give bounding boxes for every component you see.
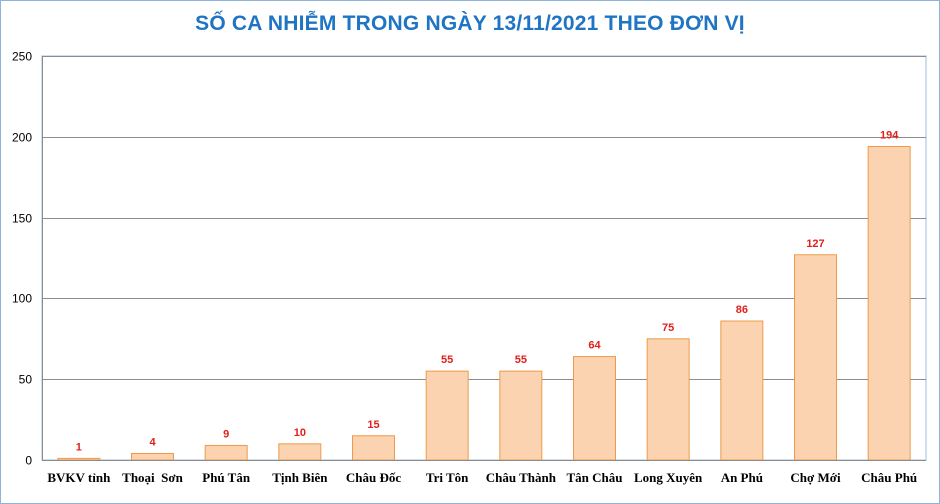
data-label: 194 (880, 129, 899, 141)
x-tick-label: Chợ Mới (790, 470, 841, 485)
y-tick-label: 100 (12, 292, 32, 306)
data-label: 64 (588, 340, 601, 352)
bar (131, 453, 174, 461)
bar (794, 254, 837, 461)
bar (278, 443, 322, 461)
x-tick-label: Tịnh Biên (272, 470, 328, 485)
plot-area-border (41, 55, 927, 461)
y-tick-label: 250 (12, 50, 32, 64)
x-tick-label: An Phú (721, 470, 763, 485)
x-tick-label: Phú Tân (202, 470, 251, 485)
bar (425, 370, 469, 461)
data-label: 55 (441, 354, 453, 366)
data-label: 15 (367, 419, 379, 431)
x-tick-label: Châu Đốc (346, 470, 401, 485)
chart-title: SỐ CA NHIỄM TRONG NGÀY 13/11/2021 THEO Đ… (195, 12, 745, 35)
data-label: 1 (76, 441, 82, 453)
data-label: 75 (662, 322, 674, 334)
y-tick-label: 50 (19, 373, 33, 387)
grid-lines (41, 55, 927, 461)
y-tick-label: 0 (25, 454, 32, 468)
data-labels: 1 4 9 10 15 55 55 64 75 86 127 194 (76, 129, 899, 453)
bar (204, 444, 248, 461)
x-tick-label: BVKV tỉnh (47, 470, 111, 485)
bar (57, 457, 101, 461)
bar (720, 320, 764, 461)
x-tick-label: Tân Châu (567, 470, 623, 485)
y-tick-label: 200 (12, 131, 32, 145)
data-label: 86 (736, 304, 748, 316)
bar (499, 370, 543, 461)
x-tick-label: Long Xuyên (634, 470, 703, 485)
data-label: 9 (223, 428, 229, 440)
bar (352, 435, 395, 461)
x-axis: BVKV tỉnh Thoại Sơn Phú Tân Tịnh Biên Châu Đ… (42, 460, 926, 485)
x-tick-label: Châu Phú (861, 470, 917, 485)
bar (867, 145, 911, 461)
data-label: 127 (806, 238, 824, 250)
data-label: 10 (294, 427, 306, 439)
bars (57, 145, 911, 461)
data-label: 4 (149, 437, 156, 449)
x-tick-label: Châu Thành (486, 470, 557, 485)
bar (573, 356, 616, 461)
x-tick-label: Thoại Sơn (122, 470, 183, 485)
y-axis: 0 50 100 150 200 250 (12, 50, 43, 468)
bar (646, 338, 690, 461)
data-label: 55 (515, 354, 527, 366)
x-tick-label: Tri Tôn (426, 470, 469, 485)
y-tick-label: 150 (12, 212, 32, 226)
